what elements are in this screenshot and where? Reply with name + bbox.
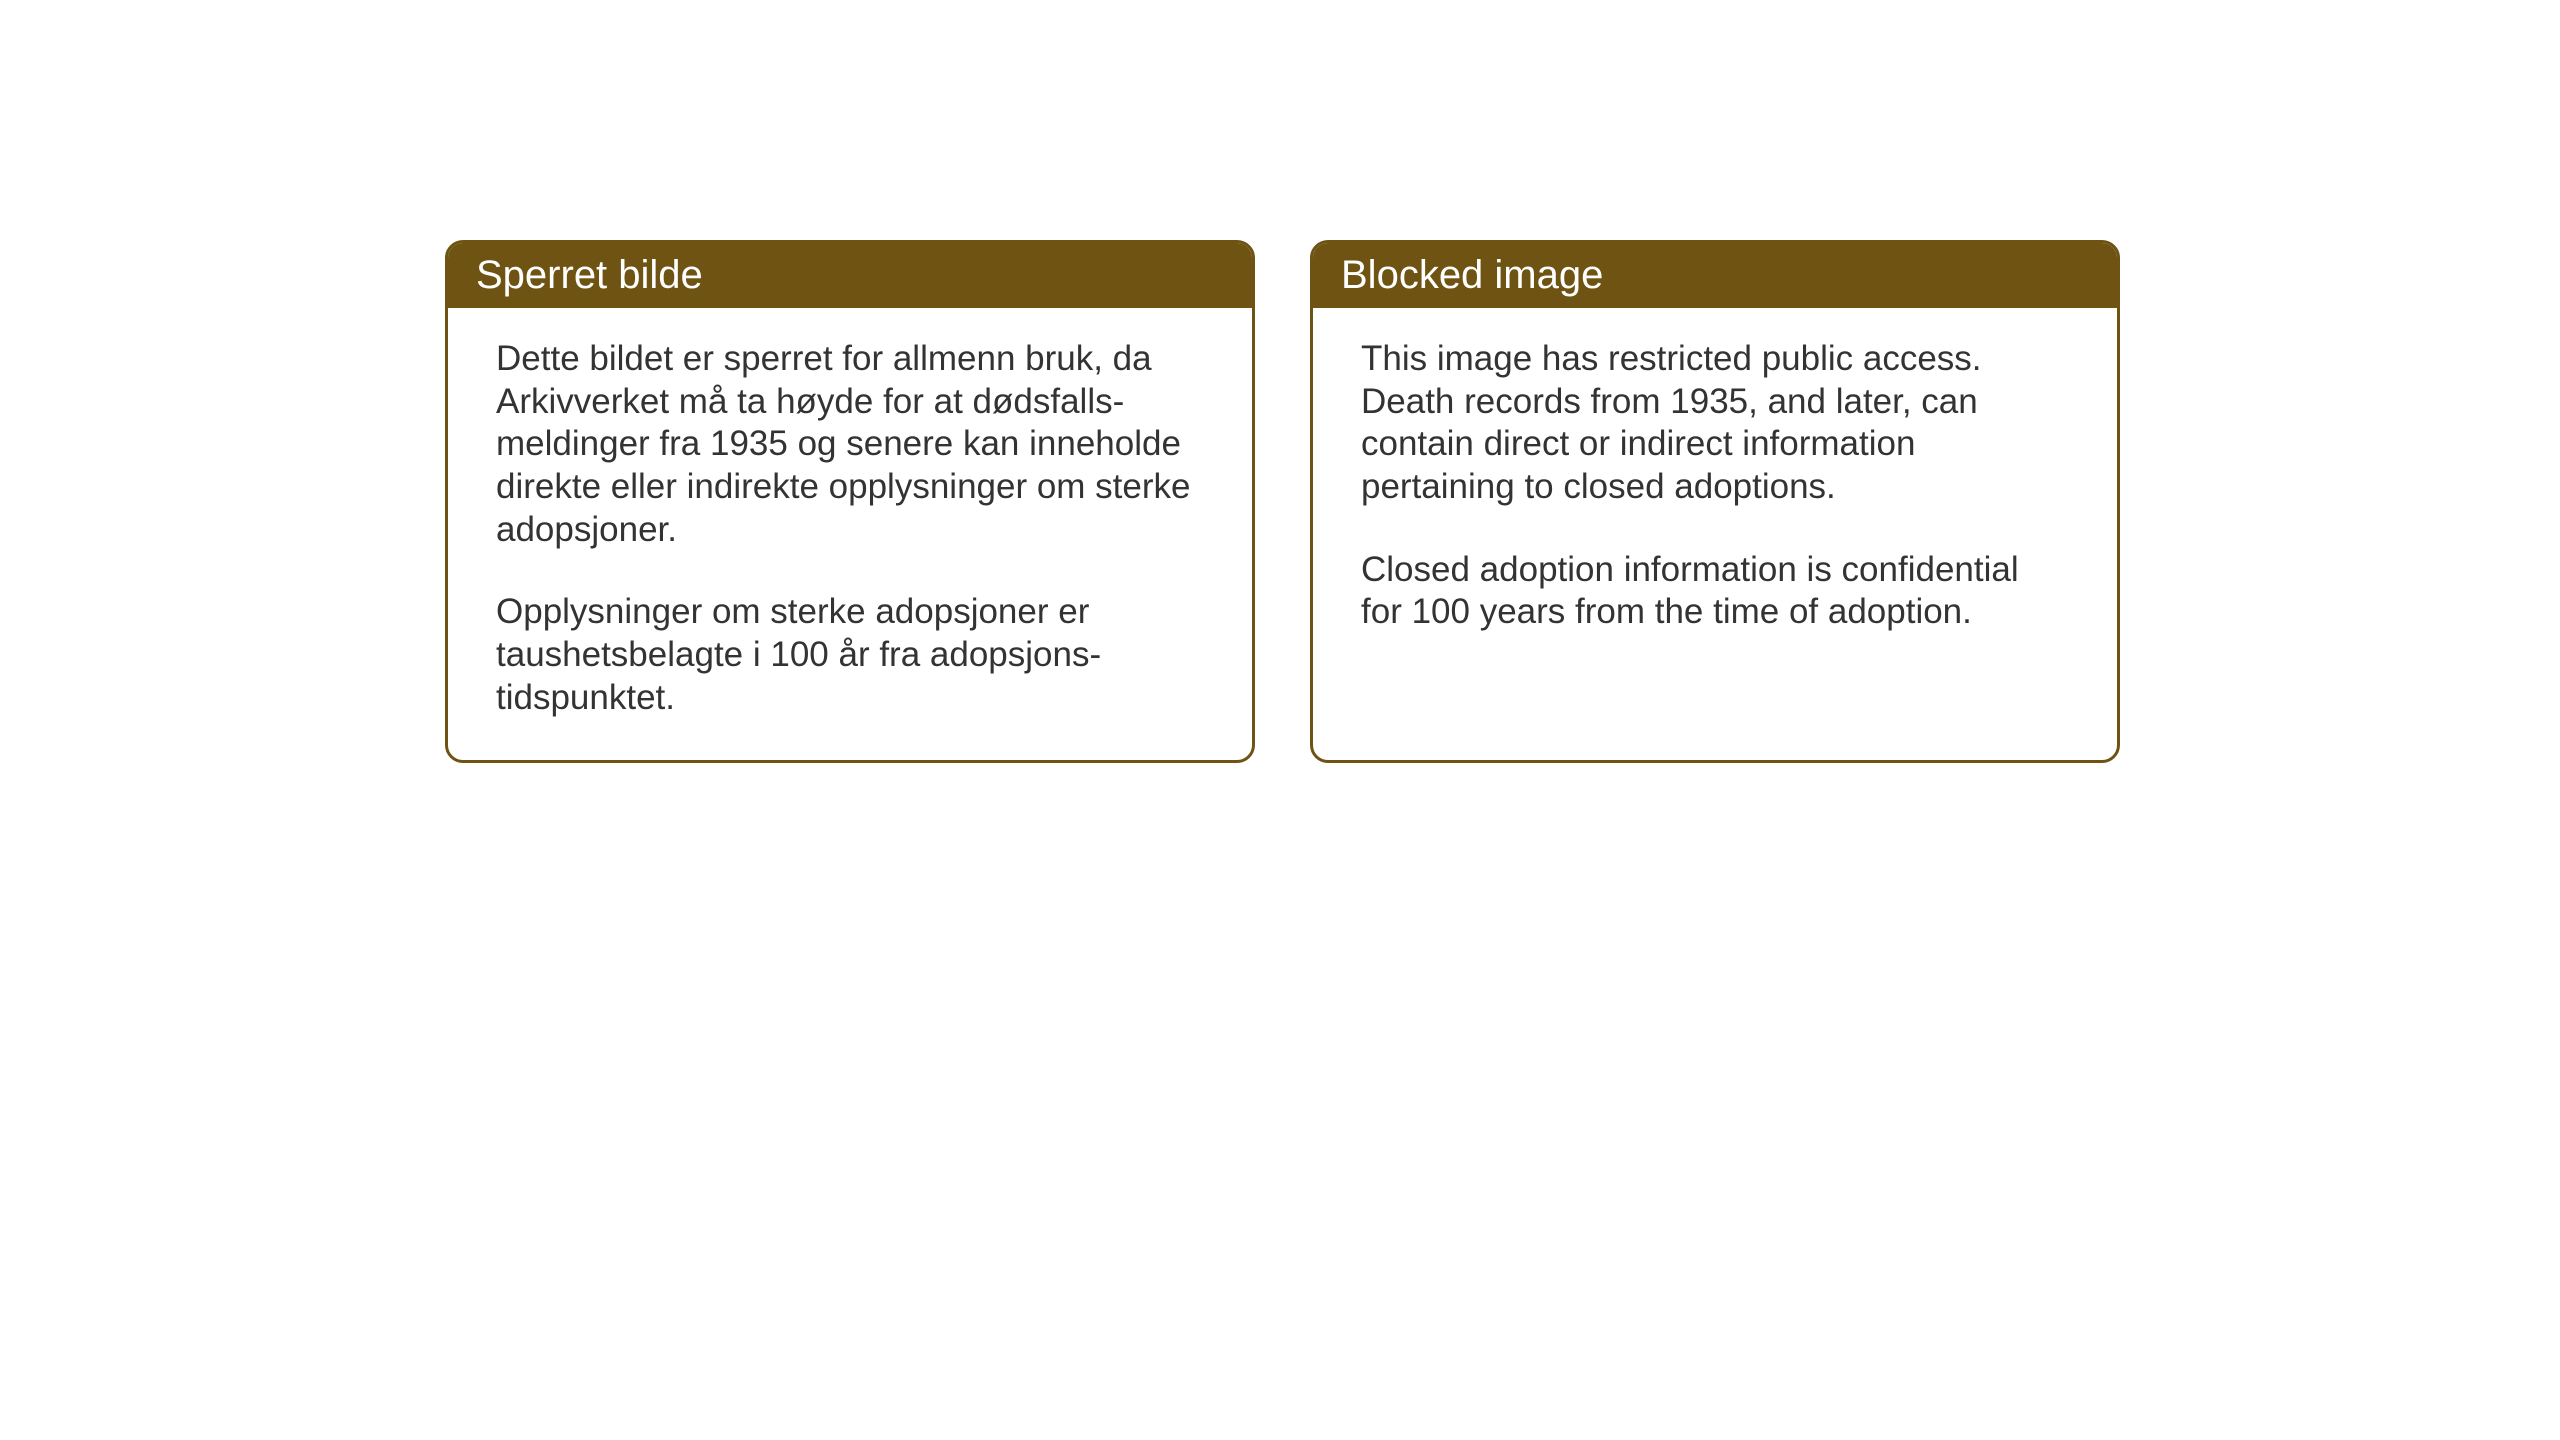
notice-body-norwegian: Dette bildet er sperret for allmenn bruk… bbox=[448, 308, 1252, 760]
notice-paragraph: Dette bildet er sperret for allmenn bruk… bbox=[496, 338, 1204, 551]
notice-body-english: This image has restricted public access.… bbox=[1313, 308, 2117, 674]
notice-box-norwegian: Sperret bilde Dette bildet er sperret fo… bbox=[445, 240, 1255, 763]
notice-box-english: Blocked image This image has restricted … bbox=[1310, 240, 2120, 763]
notices-container: Sperret bilde Dette bildet er sperret fo… bbox=[445, 240, 2120, 763]
notice-paragraph: Opplysninger om sterke adopsjoner er tau… bbox=[496, 591, 1204, 719]
notice-header-english: Blocked image bbox=[1313, 243, 2117, 308]
notice-paragraph: Closed adoption information is confident… bbox=[1361, 549, 2069, 634]
notice-header-norwegian: Sperret bilde bbox=[448, 243, 1252, 308]
notice-paragraph: This image has restricted public access.… bbox=[1361, 338, 2069, 509]
